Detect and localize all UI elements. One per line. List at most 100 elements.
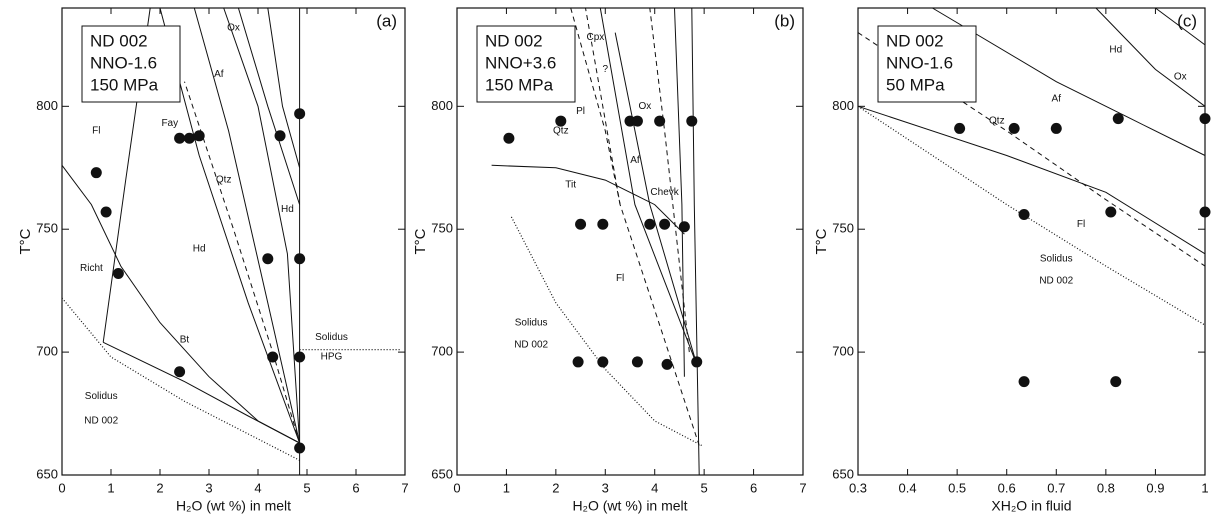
data-point (183, 132, 195, 144)
field-label: Bt (180, 334, 190, 345)
phase-boundary (237, 7, 301, 205)
x-tick-label: 3 (205, 480, 212, 495)
x-axis-label: H₂O (wt %) in melt (572, 498, 687, 514)
x-tick-label: 0.3 (849, 480, 867, 495)
data-point (267, 351, 279, 363)
field-label: HPG (321, 352, 343, 363)
field-label: ND 002 (1039, 275, 1073, 286)
data-point (90, 167, 102, 179)
phase-boundary (61, 297, 300, 461)
x-tick-label: 2 (552, 480, 559, 495)
x-tick-label: 3 (602, 480, 609, 495)
data-point (503, 132, 515, 144)
field-label: Solidus (85, 391, 118, 402)
panel: 0 1 2 3 4 5 6 7 650 700 750 800 H₂O (wt %) in melt T°… (17, 7, 409, 514)
y-tick-label: 800 (36, 98, 58, 113)
field-label: Fay (161, 118, 178, 129)
x-tick-label: 1 (503, 480, 510, 495)
phase-boundary (649, 7, 690, 353)
data-point (1050, 122, 1062, 134)
data-point (644, 218, 656, 230)
x-tick-label: 1 (107, 480, 114, 495)
plot-frame (456, 7, 804, 476)
x-tick-label: 5 (701, 480, 708, 495)
field-label: Af (630, 155, 640, 166)
conditions-box (476, 25, 576, 103)
data-point (678, 221, 690, 233)
field-label: Af (214, 69, 224, 80)
data-point (575, 218, 587, 230)
phase-boundary (1095, 7, 1206, 107)
plot-frame (857, 7, 1206, 476)
x-tick-label: 0.6 (998, 480, 1016, 495)
data-point (686, 115, 698, 127)
field-label: Richt (80, 263, 103, 274)
data-point (294, 442, 306, 454)
data-point (1110, 376, 1122, 388)
panel: 0 1 2 3 4 5 6 7 650 700 750 800 H₂O (wt %) in melt T°… (412, 7, 807, 514)
field-label: Fl (92, 126, 100, 137)
x-tick-label: 0.4 (899, 480, 917, 495)
y-axis-label: T°C (17, 228, 34, 254)
field-label: Solidus (1040, 253, 1073, 264)
field-label: Qtz (553, 126, 569, 137)
x-tick-label: 0.9 (1146, 480, 1164, 495)
x-tick-label: 7 (799, 480, 806, 495)
field-label: ND 002 (514, 339, 548, 350)
data-point (597, 218, 609, 230)
x-tick-label: 6 (352, 480, 359, 495)
field-label: Chevk (650, 187, 679, 198)
field-label: Hd (1109, 44, 1122, 55)
data-point (1018, 208, 1030, 220)
data-point (572, 356, 584, 368)
panel-title: (b) (774, 11, 795, 30)
phase-boundary (674, 7, 685, 377)
phase-boundary (267, 7, 301, 168)
phase-boundary (510, 216, 702, 447)
data-point (294, 253, 306, 265)
x-tick-label: 2 (156, 480, 163, 495)
field-label: Ox (638, 101, 651, 112)
data-point (1199, 113, 1211, 125)
field-label: Solidus (315, 332, 348, 343)
condition-text: 150 MPa (90, 75, 159, 94)
y-axis-label: T°C (412, 228, 429, 254)
x-tick-label: 5 (303, 480, 310, 495)
x-tick-label: 0 (453, 480, 460, 495)
panel: 0.3 0.4 0.5 0.6 0.7 0.8 0.9 1 650 700 750 800 XH₂O i… (813, 7, 1211, 514)
x-tick-label: 6 (750, 480, 757, 495)
x-tick-label: 7 (401, 480, 408, 495)
data-point (112, 267, 124, 279)
field-label: Fl (1077, 219, 1085, 230)
y-tick-label: 750 (36, 221, 58, 236)
data-point (193, 130, 205, 142)
condition-text: ND 002 (886, 31, 944, 50)
data-point (555, 115, 567, 127)
data-point (597, 356, 609, 368)
data-point (1105, 206, 1117, 218)
y-axis-label: T°C (813, 228, 830, 254)
phase-boundary (614, 32, 698, 365)
x-tick-label: 4 (254, 480, 261, 495)
field-label: Qtz (989, 116, 1005, 127)
field-label: Hd (193, 244, 206, 255)
data-point (174, 132, 186, 144)
x-tick-label: 4 (651, 480, 658, 495)
phase-boundary (857, 105, 1206, 326)
x-tick-label: 0.7 (1047, 480, 1065, 495)
condition-text: NNO+3.6 (485, 53, 556, 72)
field-label: Af (1052, 94, 1062, 105)
condition-text: ND 002 (90, 31, 148, 50)
data-point (1112, 113, 1124, 125)
phase-boundary (857, 32, 1206, 267)
condition-text: 50 MPa (886, 75, 945, 94)
field-label: Hd (281, 204, 294, 215)
field-label: Fl (616, 273, 624, 284)
y-tick-label: 700 (36, 344, 58, 359)
y-tick-label: 750 (431, 221, 453, 236)
field-label: Qtz (216, 175, 232, 186)
data-point (1008, 122, 1020, 134)
phase-boundary (857, 105, 1206, 255)
